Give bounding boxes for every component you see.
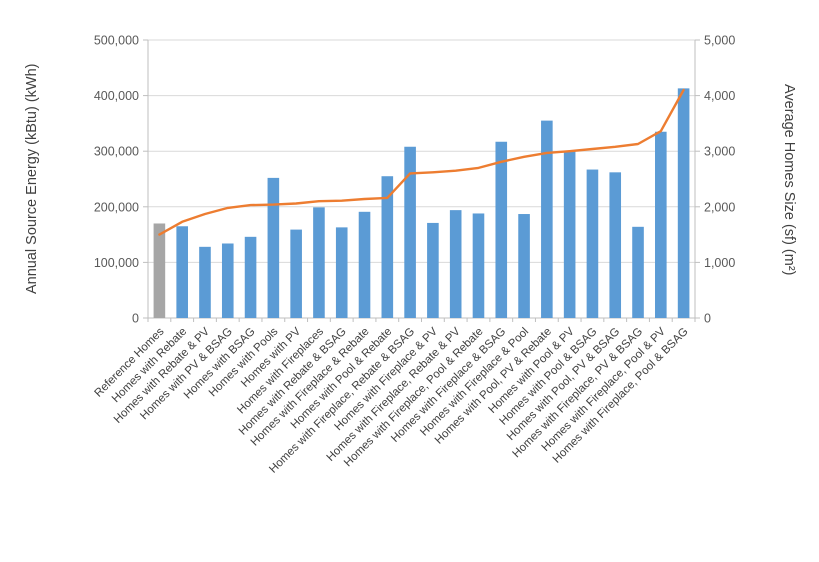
energy-bar [541, 120, 553, 319]
left-axis-tick-label: 0 [132, 312, 139, 326]
energy-bar [313, 207, 325, 318]
energy-bar [655, 131, 667, 318]
energy-bar [290, 229, 302, 318]
left-axis-tick-label: 300,000 [94, 145, 139, 159]
right-axis-tick-label: 4,000 [704, 89, 735, 103]
energy-bar [495, 141, 508, 318]
energy-bar [609, 172, 622, 318]
left-axis-tick-label: 100,000 [94, 256, 139, 270]
right-axis-tick-label: 5,000 [704, 34, 735, 48]
energy-bar [176, 226, 188, 318]
x-axis-label: Homes with Rebate & PV [112, 325, 212, 425]
energy-bar [677, 88, 690, 318]
left-axis-tick-label: 500,000 [94, 34, 139, 48]
energy-bar [632, 226, 644, 318]
right-axis-tick-label: 2,000 [704, 200, 735, 214]
energy-bar [427, 222, 439, 318]
energy-bar [358, 211, 371, 318]
right-axis-tick-label: 1,000 [704, 256, 735, 270]
energy-bar [381, 176, 394, 318]
energy-bar [244, 236, 257, 318]
left-axis-title: Annual Source Energy (kBtu) (kWh) [24, 63, 40, 294]
energy-bar [449, 210, 462, 318]
energy-bar [267, 177, 280, 318]
energy-bar [199, 246, 211, 318]
right-axis-title: Average Homes Size (sf) (m²) [781, 84, 797, 276]
reference-homes-bar [153, 223, 166, 318]
energy-bar [563, 151, 576, 318]
homes-size-line [158, 88, 685, 236]
energy-bar [221, 243, 234, 318]
left-axis-tick-label: 400,000 [94, 89, 139, 103]
energy-bar [518, 214, 530, 318]
energy-bar [586, 169, 599, 318]
right-axis-tick-label: 0 [704, 312, 711, 326]
right-axis-tick-label: 3,000 [704, 145, 735, 159]
energy-bar [472, 213, 485, 318]
left-axis-tick-label: 200,000 [94, 200, 139, 214]
energy-bar [335, 227, 348, 318]
energy-bar [404, 146, 416, 318]
